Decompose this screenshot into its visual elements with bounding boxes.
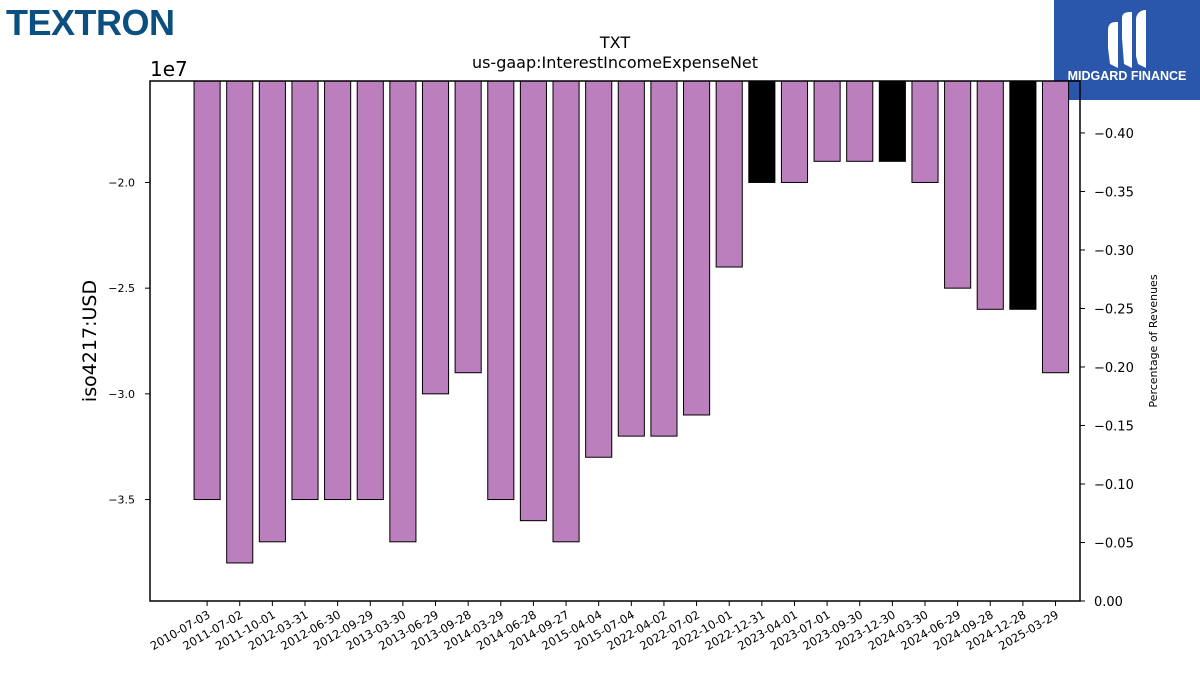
- bar: [976, 80, 1004, 310]
- bar: [1009, 80, 1037, 310]
- bar: [291, 80, 319, 501]
- bar: [421, 80, 450, 395]
- bar: [258, 80, 286, 543]
- bar: [748, 80, 776, 183]
- y2-tick-label: 0.00: [1094, 595, 1123, 610]
- bar: [226, 80, 254, 564]
- y-tick-label: −3.5: [108, 494, 135, 507]
- bar: [683, 80, 711, 416]
- bar: [552, 80, 580, 543]
- bar: [324, 80, 352, 501]
- bar: [585, 80, 613, 458]
- bar: [944, 80, 972, 289]
- bar: [193, 80, 221, 501]
- x-axis-ticks: 2010-07-032011-07-022011-10-012012-03-31…: [148, 601, 1061, 653]
- y2-axis-label: Percentage of Revenues: [1147, 274, 1160, 407]
- y2-tick-label: −0.10: [1094, 478, 1134, 493]
- y-axis-label: iso4217:USD: [79, 280, 101, 402]
- y2-tick-label: −0.20: [1094, 361, 1134, 376]
- y2-tick-label: −0.05: [1094, 536, 1134, 551]
- bar: [519, 80, 547, 522]
- bar: [454, 80, 482, 374]
- bar: [846, 80, 874, 162]
- plot-frame: [149, 80, 1081, 602]
- bar: [911, 80, 939, 183]
- chart-subtitle: us-gaap:InterestIncomeExpenseNet: [472, 53, 758, 72]
- chart-title: TXT: [599, 33, 630, 52]
- y-axis-offset: 1e7: [150, 57, 188, 81]
- bar: [878, 80, 906, 162]
- midgard-logo-icon: [1108, 10, 1146, 68]
- y-axis-ticks: −2.0 −2.5 −3.0 −3.5: [108, 176, 150, 507]
- bar: [650, 80, 678, 437]
- midgard-finance-badge: MIDGARD FINANCE: [1054, 0, 1200, 100]
- midgard-finance-label: MIDGARD FINANCE: [1067, 69, 1187, 83]
- bar: [389, 80, 417, 543]
- bar: [715, 80, 743, 268]
- y2-tick-label: −0.15: [1094, 419, 1134, 434]
- y2-tick-label: −0.40: [1094, 127, 1134, 142]
- y2-axis-ticks: −0.40 −0.35 −0.30 −0.25 −0.20 −0.15 −0.10 −0.05…: [1080, 127, 1134, 610]
- bar: [356, 80, 384, 501]
- bar: [1041, 80, 1070, 374]
- bars-layer: [193, 80, 1070, 564]
- bar: [780, 80, 809, 183]
- bar: [617, 80, 645, 437]
- textron-logo: TEXTRON: [6, 2, 175, 43]
- bar: [487, 80, 515, 501]
- y2-tick-label: −0.25: [1094, 302, 1134, 317]
- y-tick-label: −3.0: [108, 388, 135, 401]
- y-tick-label: −2.5: [108, 282, 135, 295]
- y2-tick-label: −0.35: [1094, 185, 1134, 200]
- bar: [813, 80, 841, 162]
- y-tick-label: −2.0: [108, 176, 135, 189]
- y2-tick-label: −0.30: [1094, 244, 1134, 259]
